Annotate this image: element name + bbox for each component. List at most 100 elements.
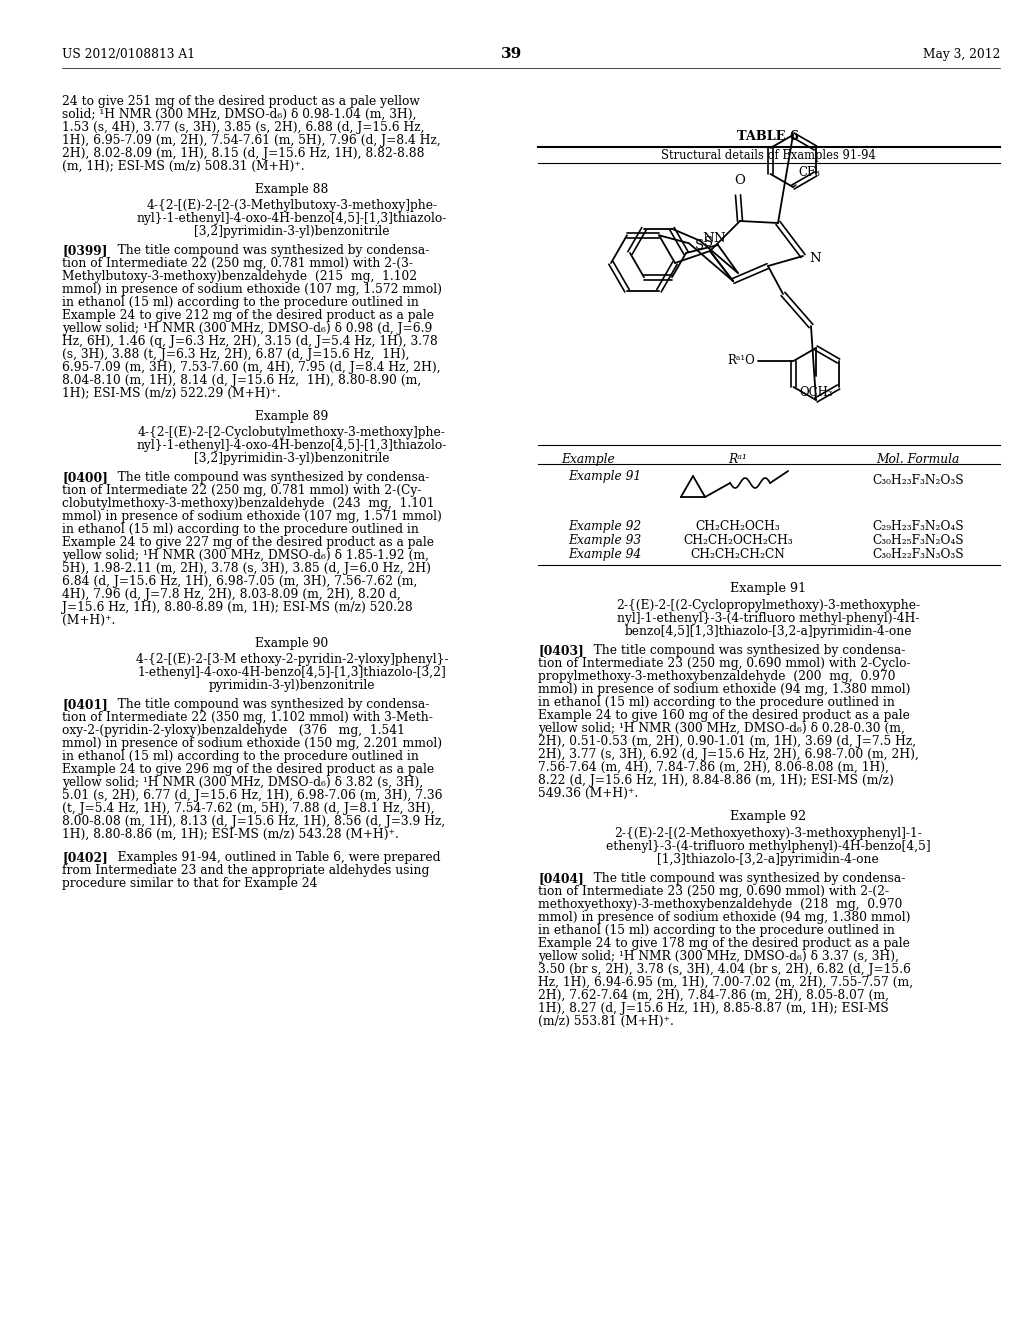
Text: 3.50 (br s, 2H), 3.78 (s, 3H), 4.04 (br s, 2H), 6.82 (d, J=15.6: 3.50 (br s, 2H), 3.78 (s, 3H), 4.04 (br … [538,964,911,975]
Text: Structural details of Examples 91-94: Structural details of Examples 91-94 [660,149,876,162]
Text: in ethanol (15 ml) according to the procedure outlined in: in ethanol (15 ml) according to the proc… [538,696,895,709]
Text: pyrimidin-3-yl)benzonitrile: pyrimidin-3-yl)benzonitrile [209,678,375,692]
Text: The title compound was synthesized by condensa-: The title compound was synthesized by co… [106,471,429,484]
Text: Example 94: Example 94 [568,548,641,561]
Text: 4-{2-[(E)-2-[2-(3-Methylbutoxy-3-methoxy]phe-: 4-{2-[(E)-2-[2-(3-Methylbutoxy-3-methoxy… [146,199,437,213]
Text: Example 91: Example 91 [730,582,806,595]
Text: 1.53 (s, 4H), 3.77 (s, 3H), 3.85 (s, 2H), 6.88 (d, J=15.6 Hz,: 1.53 (s, 4H), 3.77 (s, 3H), 3.85 (s, 2H)… [62,121,425,135]
Text: tion of Intermediate 23 (250 mg, 0.690 mmol) with 2-(2-: tion of Intermediate 23 (250 mg, 0.690 m… [538,884,889,898]
Text: (t, J=5.4 Hz, 1H), 7.54-7.62 (m, 5H), 7.88 (d, J=8.1 Hz, 3H),: (t, J=5.4 Hz, 1H), 7.54-7.62 (m, 5H), 7.… [62,803,434,814]
Text: tion of Intermediate 23 (250 mg, 0.690 mmol) with 2-Cyclo-: tion of Intermediate 23 (250 mg, 0.690 m… [538,657,910,671]
Text: Example 90: Example 90 [255,638,329,649]
Text: Methylbutoxy-3-methoxy)benzaldehyde  (215  mg,  1.102: Methylbutoxy-3-methoxy)benzaldehyde (215… [62,271,417,282]
Text: J=15.6 Hz, 1H), 8.80-8.89 (m, 1H); ESI-MS (m/z) 520.28: J=15.6 Hz, 1H), 8.80-8.89 (m, 1H); ESI-M… [62,601,413,614]
Text: 8.22 (d, J=15.6 Hz, 1H), 8.84-8.86 (m, 1H); ESI-MS (m/z): 8.22 (d, J=15.6 Hz, 1H), 8.84-8.86 (m, 1… [538,774,894,787]
Text: Example: Example [561,453,614,466]
Text: The title compound was synthesized by condensa-: The title compound was synthesized by co… [582,873,905,884]
Text: (m/z) 553.81 (M+H)⁺.: (m/z) 553.81 (M+H)⁺. [538,1015,674,1028]
Text: Example 88: Example 88 [255,183,329,195]
Text: Example 24 to give 212 mg of the desired product as a pale: Example 24 to give 212 mg of the desired… [62,309,434,322]
Text: Hz, 1H), 6.94-6.95 (m, 1H), 7.00-7.02 (m, 2H), 7.55-7.57 (m,: Hz, 1H), 6.94-6.95 (m, 1H), 7.00-7.02 (m… [538,975,913,989]
Text: mmol) in presence of sodium ethoxide (150 mg, 2.201 mmol): mmol) in presence of sodium ethoxide (15… [62,737,442,750]
Text: Example 24 to give 296 mg of the desired product as a pale: Example 24 to give 296 mg of the desired… [62,763,434,776]
Text: Example 24 to give 160 mg of the desired product as a pale: Example 24 to give 160 mg of the desired… [538,709,910,722]
Text: The title compound was synthesized by condensa-: The title compound was synthesized by co… [582,644,905,657]
Text: [3,2]pyrimidin-3-yl)benzonitrile: [3,2]pyrimidin-3-yl)benzonitrile [195,451,390,465]
Text: 2H), 3.77 (s, 3H), 6.92 (d, J=15.6 Hz, 2H), 6.98-7.00 (m, 2H),: 2H), 3.77 (s, 3H), 6.92 (d, J=15.6 Hz, 2… [538,748,919,762]
Text: [0401]: [0401] [62,698,108,711]
Text: yellow solid; ¹H NMR (300 MHz, DMSO-d₆) δ 0.98 (d, J=6.9: yellow solid; ¹H NMR (300 MHz, DMSO-d₆) … [62,322,432,335]
Text: mmol) in presence of sodium ethoxide (107 mg, 1.572 mmol): mmol) in presence of sodium ethoxide (10… [62,282,442,296]
Text: 6.84 (d, J=15.6 Hz, 1H), 6.98-7.05 (m, 3H), 7.56-7.62 (m,: 6.84 (d, J=15.6 Hz, 1H), 6.98-7.05 (m, 3… [62,576,418,587]
Text: [0402]: [0402] [62,851,108,865]
Text: OCH₃: OCH₃ [799,385,833,399]
Text: nyl]-1-ethenyl}-3-(4-trifluoro methyl-phenyl)-4H-: nyl]-1-ethenyl}-3-(4-trifluoro methyl-ph… [616,612,920,624]
Text: CF₃: CF₃ [798,166,820,180]
Text: solid; ¹H NMR (300 MHz, DMSO-d₆) δ 0.98-1.04 (m, 3H),: solid; ¹H NMR (300 MHz, DMSO-d₆) δ 0.98-… [62,108,417,121]
Text: 2H), 7.62-7.64 (m, 2H), 7.84-7.86 (m, 2H), 8.05-8.07 (m,: 2H), 7.62-7.64 (m, 2H), 7.84-7.86 (m, 2H… [538,989,889,1002]
Text: Example 24 to give 227 mg of the desired product as a pale: Example 24 to give 227 mg of the desired… [62,536,434,549]
Text: [0399]: [0399] [62,244,108,257]
Text: ethenyl}-3-(4-trifluoro methylphenyl)-4H-benzo[4,5]: ethenyl}-3-(4-trifluoro methylphenyl)-4H… [605,840,931,853]
Text: clobutylmethoxy-3-methoxy)benzaldehyde  (243  mg,  1.101: clobutylmethoxy-3-methoxy)benzaldehyde (… [62,498,434,510]
Text: 2-{(E)-2-[(2-Cyclopropylmethoxy)-3-methoxyphe-: 2-{(E)-2-[(2-Cyclopropylmethoxy)-3-metho… [616,599,920,612]
Text: 8.04-8.10 (m, 1H), 8.14 (d, J=15.6 Hz,  1H), 8.80-8.90 (m,: 8.04-8.10 (m, 1H), 8.14 (d, J=15.6 Hz, 1… [62,374,421,387]
Text: Example 93: Example 93 [568,535,641,546]
Text: procedure similar to that for Example 24: procedure similar to that for Example 24 [62,876,317,890]
Text: 4-{2-[(E)-2-[2-Cyclobutylmethoxy-3-methoxy]phe-: 4-{2-[(E)-2-[2-Cyclobutylmethoxy-3-metho… [138,426,445,440]
Text: [1,3]thiazolo-[3,2-a]pyrimidin-4-one: [1,3]thiazolo-[3,2-a]pyrimidin-4-one [657,853,879,866]
Text: Rᵃ¹: Rᵃ¹ [729,453,748,466]
Text: O: O [734,174,745,187]
Text: tion of Intermediate 22 (250 mg, 0.781 mmol) with 2-(3-: tion of Intermediate 22 (250 mg, 0.781 m… [62,257,413,271]
Text: benzo[4,5][1,3]thiazolo-[3,2-a]pyrimidin-4-one: benzo[4,5][1,3]thiazolo-[3,2-a]pyrimidin… [625,624,911,638]
Text: in ethanol (15 ml) according to the procedure outlined in: in ethanol (15 ml) according to the proc… [62,750,419,763]
Text: The title compound was synthesized by condensa-: The title compound was synthesized by co… [106,244,429,257]
Text: [0403]: [0403] [538,644,584,657]
Text: CH₂CH₂OCH₂CH₃: CH₂CH₂OCH₂CH₃ [683,535,793,546]
Text: [3,2]pyrimidin-3-yl)benzonitrile: [3,2]pyrimidin-3-yl)benzonitrile [195,224,390,238]
Text: C₃₀H₂₂F₃N₃O₃S: C₃₀H₂₂F₃N₃O₃S [872,548,964,561]
Text: from Intermediate 23 and the appropriate aldehydes using: from Intermediate 23 and the appropriate… [62,865,429,876]
Text: 4-{2-[(E)-2-[3-M ethoxy-2-pyridin-2-yloxy]phenyl}-: 4-{2-[(E)-2-[3-M ethoxy-2-pyridin-2-ylox… [136,653,449,667]
Text: 1H); ESI-MS (m/z) 522.29 (M+H)⁺.: 1H); ESI-MS (m/z) 522.29 (M+H)⁺. [62,387,281,400]
Text: Hz, 6H), 1.46 (q, J=6.3 Hz, 2H), 3.15 (d, J=5.4 Hz, 1H), 3.78: Hz, 6H), 1.46 (q, J=6.3 Hz, 2H), 3.15 (d… [62,335,437,348]
Text: 2H), 8.02-8.09 (m, 1H), 8.15 (d, J=15.6 Hz, 1H), 8.82-8.88: 2H), 8.02-8.09 (m, 1H), 8.15 (d, J=15.6 … [62,147,425,160]
Text: Example 92: Example 92 [730,810,806,822]
Text: methoxyethoxy)-3-methoxybenzaldehyde  (218  mg,  0.970: methoxyethoxy)-3-methoxybenzaldehyde (21… [538,898,902,911]
Text: mmol) in presence of sodium ethoxide (107 mg, 1.571 mmol): mmol) in presence of sodium ethoxide (10… [62,510,442,523]
Text: 549.36 (M+H)⁺.: 549.36 (M+H)⁺. [538,787,638,800]
Text: 5.01 (s, 2H), 6.77 (d, J=15.6 Hz, 1H), 6.98-7.06 (m, 3H), 7.36: 5.01 (s, 2H), 6.77 (d, J=15.6 Hz, 1H), 6… [62,789,442,803]
Text: 1H), 8.27 (d, J=15.6 Hz, 1H), 8.85-8.87 (m, 1H); ESI-MS: 1H), 8.27 (d, J=15.6 Hz, 1H), 8.85-8.87 … [538,1002,889,1015]
Text: CH₂CH₂CH₂CN: CH₂CH₂CH₂CN [690,548,785,561]
Text: yellow solid; ¹H NMR (300 MHz, DMSO-d₆) δ 0.28-0.30 (m,: yellow solid; ¹H NMR (300 MHz, DMSO-d₆) … [538,722,905,735]
Text: N: N [809,252,820,264]
Text: Example 89: Example 89 [255,411,329,422]
Text: yellow solid; ¹H NMR (300 MHz, DMSO-d₆) δ 3.82 (s, 3H),: yellow solid; ¹H NMR (300 MHz, DMSO-d₆) … [62,776,423,789]
Text: Rᵃ¹O: Rᵃ¹O [728,355,756,367]
Text: C₂₉H₂₃F₃N₂O₄S: C₂₉H₂₃F₃N₂O₄S [872,520,964,533]
Text: tion of Intermediate 22 (350 mg, 1.102 mmol) with 3-Meth-: tion of Intermediate 22 (350 mg, 1.102 m… [62,711,433,723]
Text: propylmethoxy-3-methoxybenzaldehyde  (200  mg,  0.970: propylmethoxy-3-methoxybenzaldehyde (200… [538,671,896,682]
Text: 6.95-7.09 (m, 3H), 7.53-7.60 (m, 4H), 7.95 (d, J=8.4 Hz, 2H),: 6.95-7.09 (m, 3H), 7.53-7.60 (m, 4H), 7.… [62,360,440,374]
Text: 5H), 1.98-2.11 (m, 2H), 3.78 (s, 3H), 3.85 (d, J=6.0 Hz, 2H): 5H), 1.98-2.11 (m, 2H), 3.78 (s, 3H), 3.… [62,562,431,576]
Text: The title compound was synthesized by condensa-: The title compound was synthesized by co… [106,698,429,711]
Text: S: S [695,239,705,252]
Text: C₃₀H₂₃F₃N₂O₃S: C₃₀H₂₃F₃N₂O₃S [872,474,964,487]
Text: yellow solid; ¹H NMR (300 MHz, DMSO-d₆) δ 1.85-1.92 (m,: yellow solid; ¹H NMR (300 MHz, DMSO-d₆) … [62,549,429,562]
Text: (s, 3H), 3.88 (t, J=6.3 Hz, 2H), 6.87 (d, J=15.6 Hz,  1H),: (s, 3H), 3.88 (t, J=6.3 Hz, 2H), 6.87 (d… [62,348,410,360]
Text: S: S [705,236,713,249]
Text: nyl}-1-ethenyl]-4-oxo-4H-benzo[4,5]-[1,3]thiazolo-: nyl}-1-ethenyl]-4-oxo-4H-benzo[4,5]-[1,3… [137,213,447,224]
Text: Example 91: Example 91 [568,470,641,483]
Text: nyl}-1-ethenyl]-4-oxo-4H-benzo[4,5]-[1,3]thiazolo-: nyl}-1-ethenyl]-4-oxo-4H-benzo[4,5]-[1,3… [137,440,447,451]
Text: Example 24 to give 178 mg of the desired product as a pale: Example 24 to give 178 mg of the desired… [538,937,910,950]
Text: CH₂CH₂OCH₃: CH₂CH₂OCH₃ [695,520,780,533]
Text: TABLE 6: TABLE 6 [737,129,799,143]
Text: 1H), 6.95-7.09 (m, 2H), 7.54-7.61 (m, 5H), 7.96 (d, J=8.4 Hz,: 1H), 6.95-7.09 (m, 2H), 7.54-7.61 (m, 5H… [62,135,440,147]
Text: N: N [702,232,714,246]
Text: May 3, 2012: May 3, 2012 [923,48,1000,61]
Text: 1H), 8.80-8.86 (m, 1H); ESI-MS (m/z) 543.28 (M+H)⁺.: 1H), 8.80-8.86 (m, 1H); ESI-MS (m/z) 543… [62,828,399,841]
Text: mmol) in presence of sodium ethoxide (94 mg, 1.380 mmol): mmol) in presence of sodium ethoxide (94… [538,911,910,924]
Text: 7.56-7.64 (m, 4H), 7.84-7.86 (m, 2H), 8.06-8.08 (m, 1H),: 7.56-7.64 (m, 4H), 7.84-7.86 (m, 2H), 8.… [538,762,889,774]
Text: mmol) in presence of sodium ethoxide (94 mg, 1.380 mmol): mmol) in presence of sodium ethoxide (94… [538,682,910,696]
Text: 24 to give 251 mg of the desired product as a pale yellow: 24 to give 251 mg of the desired product… [62,95,420,108]
